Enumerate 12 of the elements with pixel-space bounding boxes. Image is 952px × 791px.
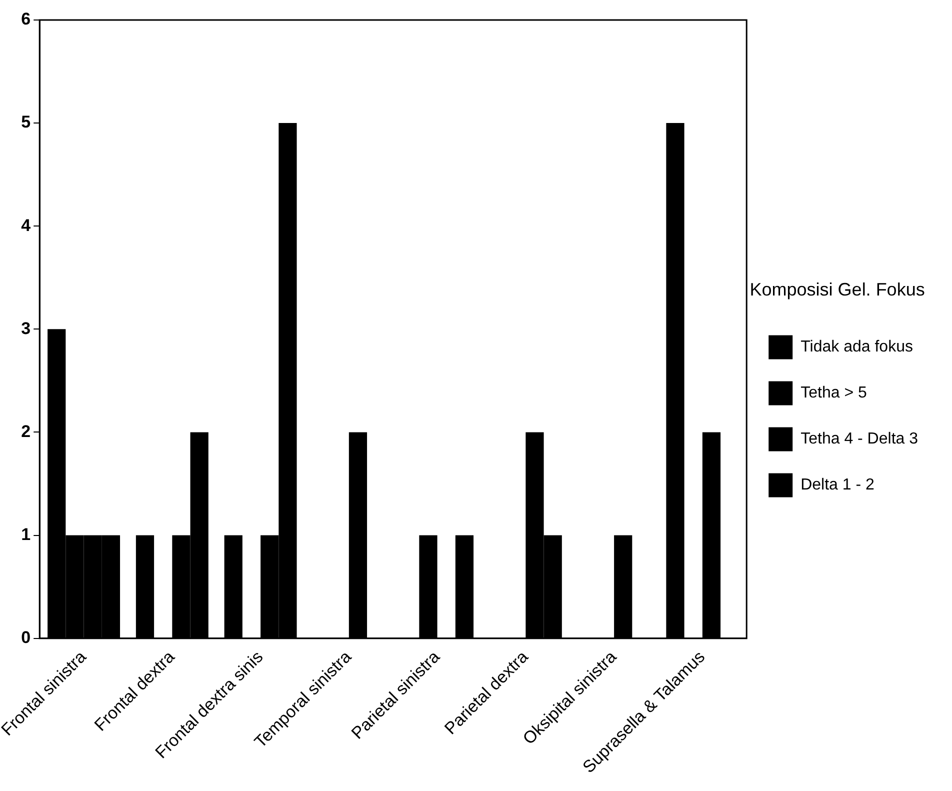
legend-label: Tetha > 5 xyxy=(800,384,867,402)
legend-title: Komposisi Gel. Fokus xyxy=(750,280,925,300)
legend-label: Tidak ada fokus xyxy=(800,338,913,356)
y-tick-label: 5 xyxy=(21,112,31,132)
y-tick-label: 4 xyxy=(21,216,32,235)
legend-label: Tetha 4 - Delta 3 xyxy=(800,430,918,448)
y-tick-label: 1 xyxy=(21,524,31,544)
y-tick-label: 0 xyxy=(21,628,31,648)
legend-label: Delta 1 - 2 xyxy=(800,476,875,494)
y-tick-label: 3 xyxy=(21,318,31,338)
y-tick-label: 2 xyxy=(21,422,31,441)
y-tick-label: 6 xyxy=(21,10,31,29)
